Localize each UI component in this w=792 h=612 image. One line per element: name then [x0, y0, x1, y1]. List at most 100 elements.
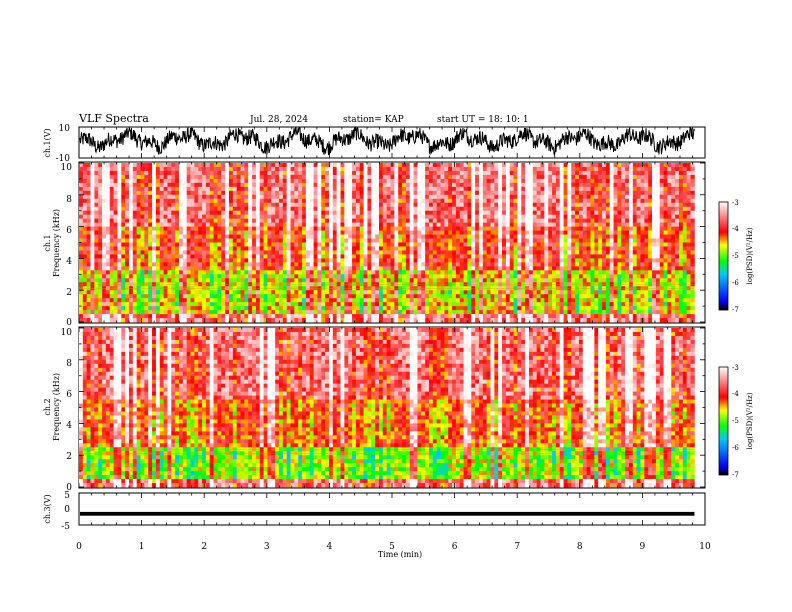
spectrogram-cell	[363, 290, 368, 295]
spectrogram-cell	[278, 174, 284, 180]
spectrogram-cell	[425, 310, 430, 315]
spectrogram-cell	[317, 202, 322, 208]
spectrogram-cell	[355, 230, 361, 235]
spectrogram-cell	[475, 182, 480, 188]
spectrogram-cell	[221, 310, 226, 315]
spectrogram-cell	[482, 246, 488, 251]
spectrogram-cell	[525, 270, 530, 275]
spectrogram-cell	[225, 170, 230, 176]
spectrogram-cell	[121, 198, 126, 204]
spectrogram-cell	[117, 170, 122, 176]
spectrogram-cell	[417, 218, 422, 224]
spectrogram-cell	[179, 318, 184, 323]
spectrogram-cell	[271, 210, 276, 216]
spectrogram-cell	[259, 242, 265, 247]
spectrogram-cell	[259, 294, 265, 299]
spectrogram-cell	[371, 310, 376, 315]
spectrogram-cell	[455, 310, 461, 315]
spectrogram-cell	[425, 170, 430, 176]
spectrogram-cell	[402, 270, 407, 275]
spectrogram-cell	[478, 270, 484, 275]
spectrogram-cell	[548, 170, 553, 176]
spectrogram-cell	[167, 210, 172, 216]
spectrogram-cell	[452, 194, 457, 200]
spectrogram-cell	[263, 206, 268, 212]
spectrogram-cell	[313, 182, 318, 188]
spectrogram-cell	[467, 242, 472, 247]
spectrogram-cell	[348, 218, 353, 224]
spectrogram-cell	[317, 302, 322, 307]
spectrogram-cell	[121, 178, 126, 184]
spectrogram-cell	[305, 186, 311, 192]
spectrogram-cell	[202, 186, 207, 192]
spectrogram-cell	[428, 306, 434, 311]
spectrogram-cell	[282, 302, 288, 307]
spectrogram-cell	[98, 226, 103, 231]
spectrogram-cell	[486, 262, 491, 267]
spectrogram-cell	[290, 254, 295, 259]
spectrogram-cell	[425, 246, 430, 251]
spectrogram-cell	[352, 258, 357, 263]
spectrogram-cell	[167, 178, 172, 184]
spectrogram-cell	[440, 274, 445, 279]
spectrogram-cell	[532, 250, 538, 255]
spectrogram-cell	[509, 226, 514, 231]
start-time-label: start UT = 18: 10: 1	[437, 115, 529, 125]
spectrogram-cell	[129, 206, 134, 212]
spectrogram-cell	[402, 210, 407, 216]
spectrogram-cell	[267, 178, 272, 184]
spectrogram-cell	[444, 163, 449, 168]
spectrogram-cell	[425, 254, 430, 259]
spectrogram-cell	[540, 186, 545, 192]
spectrogram-cell	[540, 218, 545, 224]
spectrogram-cell	[367, 218, 372, 224]
spectrogram-cell	[102, 302, 107, 307]
spectrogram-cell	[432, 314, 438, 319]
spectrogram-cell	[421, 278, 426, 283]
spectrogram-cell	[536, 258, 541, 263]
figure-title: VLF Spectra	[78, 112, 149, 125]
spectrogram-cell	[117, 254, 122, 259]
spectrogram-cell	[517, 290, 522, 295]
spectrogram-cell	[498, 270, 503, 275]
spectrogram-cell	[175, 186, 180, 192]
spectrogram-cell	[263, 270, 268, 275]
spectrogram-cell	[486, 302, 491, 307]
spectrogram-cell	[502, 230, 507, 235]
spectrogram-cell	[148, 206, 153, 212]
spectrogram-cell	[117, 214, 122, 220]
spectrogram-cell	[290, 166, 295, 172]
spectrogram-cell	[117, 226, 122, 231]
spectrogram-cell	[352, 163, 357, 168]
spectrogram-cell	[452, 298, 457, 303]
spectrogram-cell	[259, 230, 265, 235]
spectrogram-cell	[225, 202, 230, 208]
spectrogram-cell	[428, 238, 434, 243]
spectrogram-cell	[140, 163, 145, 168]
spectrogram-cell	[521, 274, 526, 279]
spectrogram-cell	[171, 246, 176, 251]
spectrogram-cell	[179, 163, 184, 168]
spectrogram-cell	[278, 302, 284, 307]
spectrogram-cell	[471, 194, 476, 200]
spectrogram-cell	[482, 163, 488, 168]
spectrogram-cell	[102, 262, 107, 267]
spectrogram-cell	[305, 178, 311, 184]
spectrogram-cell	[94, 250, 99, 255]
spectrogram-cell	[417, 198, 422, 204]
spectrogram-cell	[248, 170, 253, 176]
spectrogram-cell	[413, 222, 418, 228]
spectrogram-cell	[263, 318, 268, 323]
spectrogram-cell	[294, 290, 299, 295]
spectrogram-cell	[267, 242, 272, 247]
spectrogram-cell	[459, 278, 464, 283]
spectrogram-cell	[540, 242, 545, 247]
spectrogram-cell	[102, 182, 107, 188]
spectrogram-cell	[121, 194, 126, 200]
spectrogram-cell	[325, 246, 330, 251]
spectrogram-cell	[471, 198, 476, 204]
spectrogram-cell	[140, 318, 145, 323]
spectrogram-cell	[505, 210, 511, 216]
spectrogram-cell	[236, 294, 241, 299]
spectrogram-cell	[444, 234, 449, 239]
